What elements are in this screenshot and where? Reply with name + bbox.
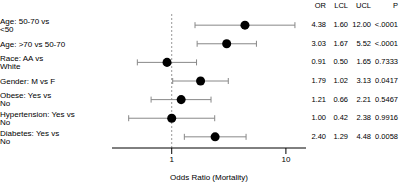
svg-text:Hypertension: Yes vsNo: Hypertension: Yes vsNo: [8, 110, 75, 127]
svg-text:Age: >70 vs 50-70: Age: >70 vs 50-70: [8, 40, 66, 49]
svg-text:1: 1: [169, 155, 174, 164]
svg-text:Gender: M vs F: Gender: M vs F: [8, 77, 55, 86]
svg-text:Diabetes: Yes vsNo: Diabetes: Yes vsNo: [8, 129, 59, 146]
svg-text:Age: 50-70 vs<50: Age: 50-70 vs<50: [8, 17, 49, 34]
svg-text:Odds Ratio (Mortality): Odds Ratio (Mortality): [170, 173, 248, 182]
svg-text:10: 10: [281, 155, 290, 164]
svg-text:Obese: Yes vsNo: Obese: Yes vsNo: [8, 91, 51, 108]
svg-text:Race: AA vsWhite: Race: AA vsWhite: [8, 54, 43, 71]
